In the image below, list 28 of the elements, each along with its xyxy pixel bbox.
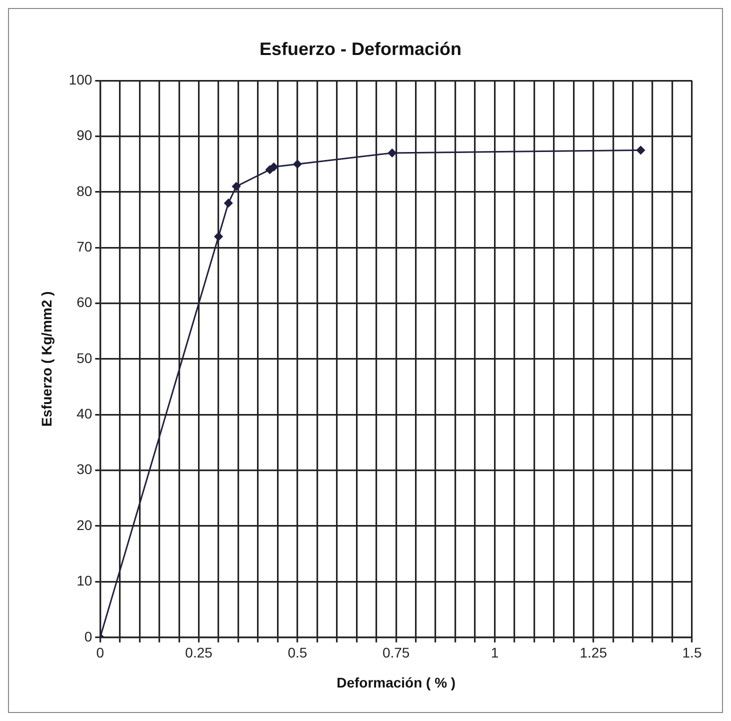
y-tick-label: 0 [84, 628, 92, 644]
point [224, 198, 233, 208]
y-axis-title: Esfuerzo ( Kg/mm2 ) [38, 291, 54, 427]
x-tick-label: 0.75 [382, 644, 410, 661]
chart-title: Esfuerzo - Deformación [259, 38, 462, 59]
x-tick-label: 1 [490, 644, 499, 661]
y-tick-label: 30 [76, 461, 92, 478]
point [293, 160, 302, 168]
x-tick-label: 0.5 [288, 644, 308, 661]
point [214, 232, 223, 241]
point [270, 162, 278, 172]
y-tick-label: 70 [76, 238, 92, 254]
x-axis-title: Deformación ( % ) [336, 674, 456, 690]
y-tick-label: 80 [76, 182, 92, 199]
y-tick-label: 10 [76, 572, 92, 589]
y-tick-label: 50 [76, 350, 92, 366]
x-tick-label: 0.25 [185, 644, 213, 661]
y-tick-label: 90 [76, 127, 92, 144]
point [636, 146, 645, 154]
y-tick-label: 100 [68, 71, 92, 88]
x-tick-label: 0 [96, 644, 104, 661]
point [388, 148, 396, 158]
y-tick-label: 20 [76, 516, 92, 533]
y-tick-label: 60 [76, 294, 92, 310]
x-tick-label: 1.25 [580, 644, 608, 661]
y-tick-label: 40 [76, 406, 92, 422]
x-tick-label: 1.5 [682, 644, 702, 661]
point [232, 182, 241, 191]
